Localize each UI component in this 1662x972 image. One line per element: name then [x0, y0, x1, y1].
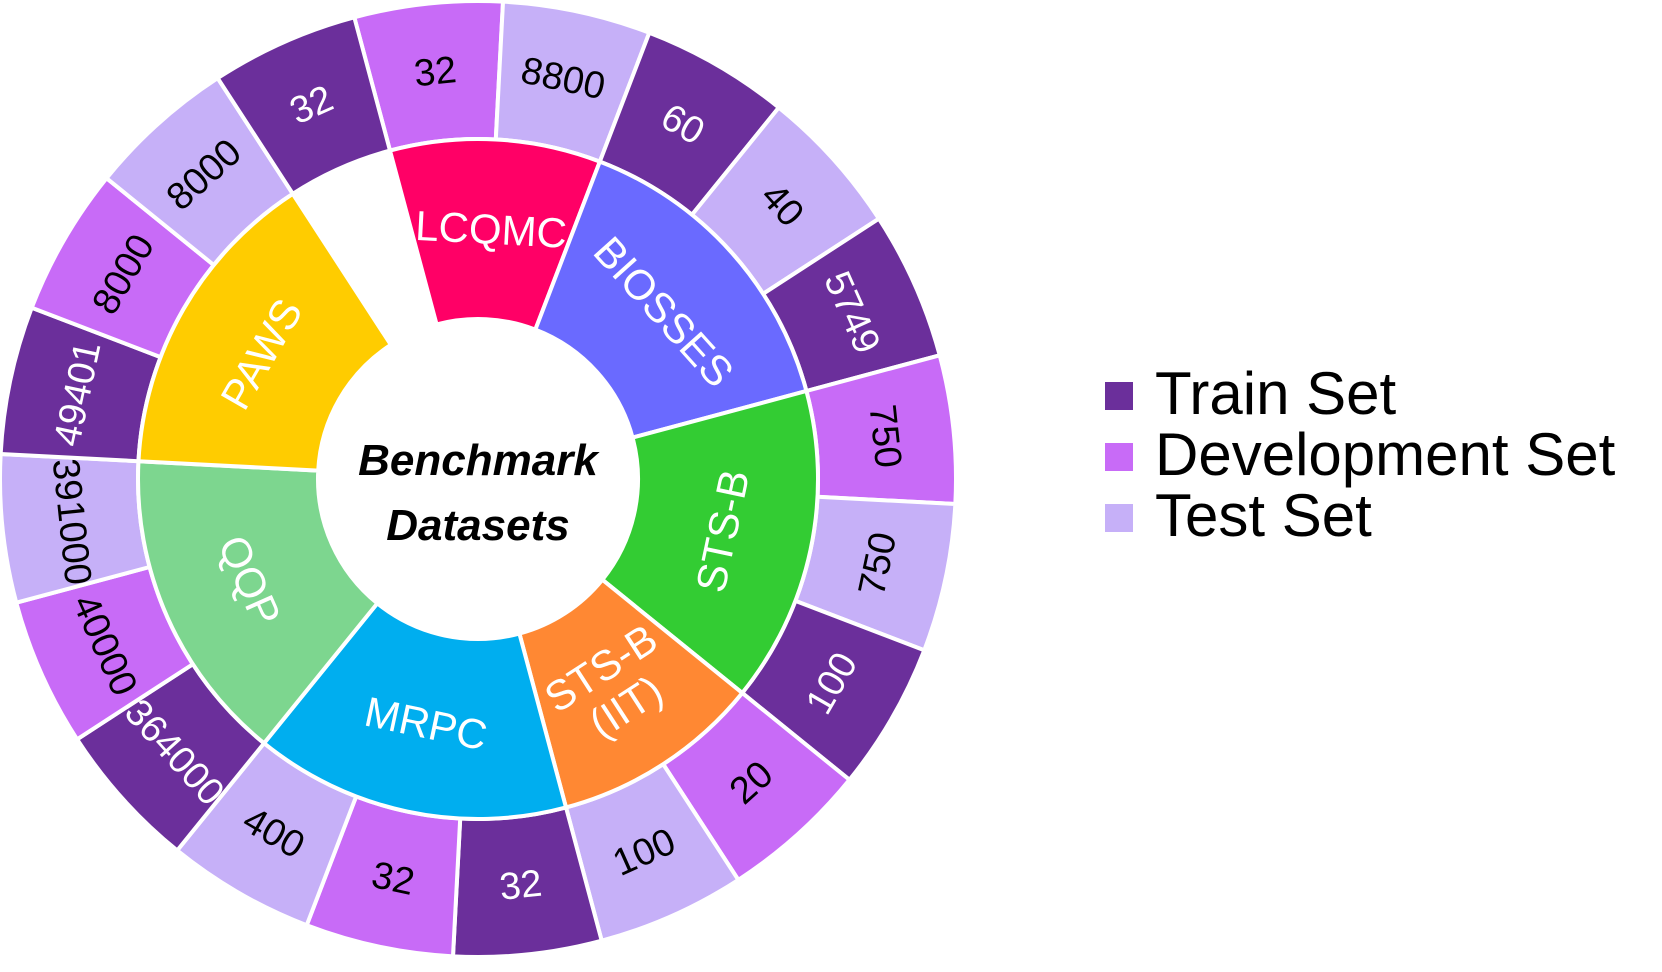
outer-segment-label: 32 — [412, 49, 458, 95]
legend-swatch-train — [1105, 382, 1133, 410]
legend: Train Set Development Set Test Set — [1105, 360, 1616, 549]
legend-label-test: Test Set — [1155, 482, 1372, 549]
inner-segment-biosses — [532, 158, 809, 441]
outer-segment-label: 32 — [498, 863, 544, 909]
inner-segment-paws — [136, 191, 394, 473]
center-title-line-1: Benchmark — [358, 436, 600, 485]
inner-segment-label-lcqmc: LCQMC — [414, 202, 568, 257]
center-title-line-2: Datasets — [386, 501, 569, 550]
legend-label-train: Train Set — [1155, 360, 1397, 427]
legend-swatch-test — [1105, 504, 1133, 532]
legend-label-development: Development Set — [1155, 421, 1616, 488]
outer-segment-label: 32 — [368, 854, 418, 904]
outer-segment-label: 750 — [861, 403, 909, 470]
outer-ring: 32 88006040574975075010020100323240036400… — [0, 0, 958, 959]
center-hole — [318, 319, 638, 639]
outer-segment-train-set — [214, 14, 393, 197]
legend-swatch-development — [1105, 443, 1133, 471]
